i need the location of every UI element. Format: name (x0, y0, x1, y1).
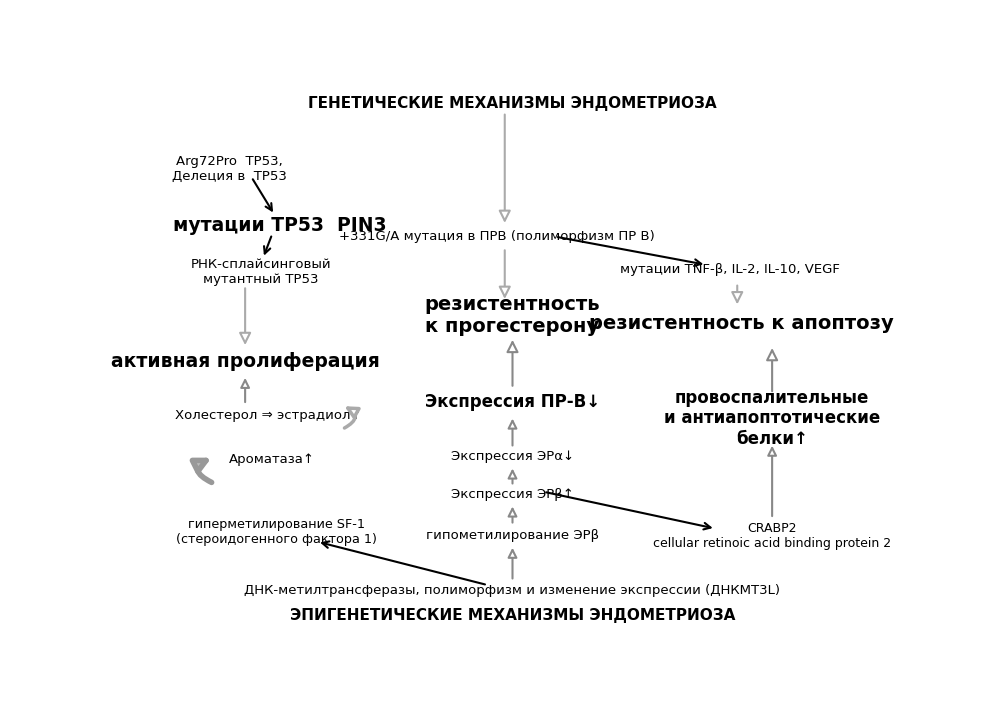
Text: провоспалительные
и антиапоптотические
белки↑: провоспалительные и антиапоптотические б… (664, 388, 880, 448)
Text: ГЕНЕТИЧЕСКИЕ МЕХАНИЗМЫ ЭНДОМЕТРИОЗА: ГЕНЕТИЧЕСКИЕ МЕХАНИЗМЫ ЭНДОМЕТРИОЗА (308, 96, 717, 111)
Text: резистентность
к прогестерону: резистентность к прогестерону (425, 295, 600, 336)
Text: РНК-сплайсинговый
мутантный ТР53: РНК-сплайсинговый мутантный ТР53 (190, 258, 331, 286)
Text: +331G/A мутация в ПРВ (полиморфизм ПР В): +331G/A мутация в ПРВ (полиморфизм ПР В) (339, 230, 655, 243)
Text: Экспрессия ПР-В↓: Экспрессия ПР-В↓ (425, 393, 600, 411)
Text: CRABP2
cellular retinoic acid binding protein 2: CRABP2 cellular retinoic acid binding pr… (653, 522, 891, 550)
Text: Ароматаза↑: Ароматаза↑ (229, 453, 315, 466)
Text: мутации TNF-β, IL-2, IL-10, VEGF: мутации TNF-β, IL-2, IL-10, VEGF (620, 263, 839, 276)
Text: Экспрессия ЭРα↓: Экспрессия ЭРα↓ (451, 450, 574, 463)
Text: Arg72Pro  TP53,
Делеция в  TP53: Arg72Pro TP53, Делеция в TP53 (172, 154, 287, 183)
Text: гиперметилирование SF-1
(стероидогенного фактора 1): гиперметилирование SF-1 (стероидогенного… (176, 518, 377, 546)
Text: Экспрессия ЭРβ↑: Экспрессия ЭРβ↑ (451, 488, 574, 501)
Text: гипометилирование ЭРβ: гипометилирование ЭРβ (426, 529, 599, 541)
Text: резистентность к апоптозу: резистентность к апоптозу (589, 314, 894, 333)
Text: ЭПИГЕНЕТИЧЕСКИЕ МЕХАНИЗМЫ ЭНДОМЕТРИОЗА: ЭПИГЕНЕТИЧЕСКИЕ МЕХАНИЗМЫ ЭНДОМЕТРИОЗА (290, 608, 735, 623)
Text: ДНК-метилтрансферазы, полиморфизм и изменение экспрессии (ДНКМТ3L): ДНК-метилтрансферазы, полиморфизм и изме… (244, 584, 780, 597)
Text: активная пролиферация: активная пролиферация (111, 352, 380, 371)
Text: Холестерол ⇒ эстрадиол↑: Холестерол ⇒ эстрадиол↑ (175, 409, 362, 422)
Text: мутации ТР53  PIN3: мутации ТР53 PIN3 (173, 216, 387, 235)
